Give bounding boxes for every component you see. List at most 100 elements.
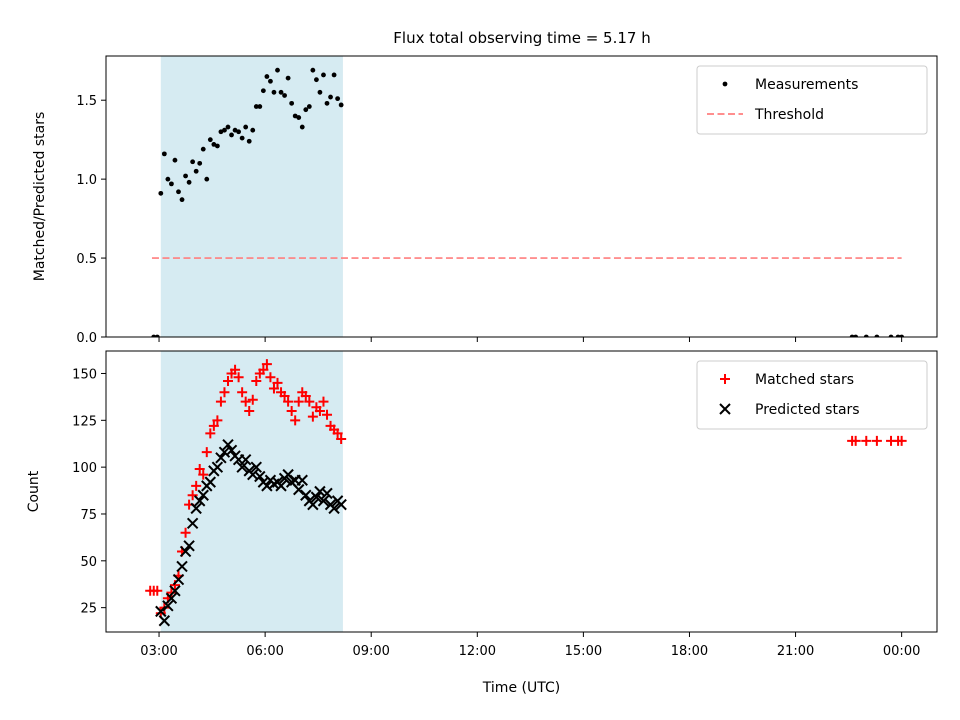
x-tick-label: 15:00 [565, 644, 602, 659]
matched-star-point [293, 396, 304, 407]
matched-star-point [332, 428, 343, 439]
predicted-star-point [314, 485, 326, 498]
matched-star-point [272, 377, 283, 388]
measurement-point [314, 77, 319, 83]
measurement-point [229, 132, 234, 138]
x-tick-label: 09:00 [352, 644, 389, 659]
measurement-point [278, 89, 284, 95]
axes-frame [105, 350, 938, 633]
measurement-point [849, 334, 855, 337]
predicted-star-point [321, 487, 333, 500]
predicted-star-point [176, 560, 188, 573]
x-tick-label: 00:00 [883, 644, 920, 659]
measurement-point [257, 104, 263, 109]
predicted-star-point [215, 452, 227, 464]
measurement-point [321, 72, 326, 78]
predicted-star-point [261, 480, 273, 492]
plot-area [151, 67, 905, 337]
measurement-point [899, 334, 905, 337]
measurement-point [299, 124, 305, 130]
y-tick-label: 150 [72, 367, 97, 382]
predicted-star-point [169, 585, 181, 597]
x-tick-label: 18:00 [671, 644, 708, 659]
measurement-point [186, 179, 192, 185]
measurement-point [183, 173, 188, 179]
measurement-point [328, 94, 333, 100]
measurement-point [222, 127, 227, 133]
y-tick-label: 1.5 [76, 94, 97, 109]
predicted-star-point [239, 453, 252, 466]
matched-star-point [233, 372, 244, 383]
measurement-point [239, 135, 245, 141]
measurement-point [335, 96, 341, 102]
legend-predicted-swatch [719, 403, 731, 415]
measurement-point [190, 159, 196, 165]
y-tick-label: 75 [80, 508, 97, 523]
legend-measurement-swatch [722, 81, 728, 87]
x-tick-label: 06:00 [246, 644, 283, 659]
legend: Matched stars Predicted stars [696, 360, 928, 430]
y-tick-label: 125 [72, 414, 97, 429]
legend-label: Matched stars [755, 372, 854, 388]
axes-frame [105, 55, 938, 338]
predicted-star-point [197, 489, 209, 501]
predicted-star-point [250, 461, 262, 473]
predicted-star-point [183, 540, 195, 552]
predicted-star-point [218, 446, 231, 458]
y-tick-label: 0.5 [76, 252, 97, 267]
predicted-star-point [158, 615, 171, 627]
matched-star-point [261, 359, 272, 370]
measurement-point [264, 74, 270, 79]
predicted-star-point [186, 517, 199, 530]
measurement-point [853, 334, 859, 337]
matched-star-point [336, 434, 347, 445]
measurement-point [289, 100, 295, 106]
matched-star-point [191, 480, 202, 491]
matched-star-point [247, 394, 258, 405]
measurement-point [863, 334, 869, 337]
predicted-star-point [317, 495, 330, 507]
x-tick-label: 12:00 [459, 644, 496, 659]
matched-star-point [300, 390, 311, 401]
matched-star-point [201, 447, 212, 458]
measurement-point [874, 334, 880, 337]
observing-span [160, 351, 343, 632]
predicted-star-point [194, 495, 206, 507]
matched-star-point [871, 435, 882, 446]
predicted-star-point [165, 592, 178, 604]
predicted-star-point [247, 468, 259, 481]
measurement-point [246, 138, 252, 144]
predicted-star-point [328, 502, 340, 515]
measurement-point [250, 127, 256, 133]
legend: Measurements Threshold [696, 65, 928, 135]
measurement-point [338, 102, 344, 108]
measurement-point [888, 334, 894, 337]
measurement-point [158, 190, 164, 196]
matched-star-point [198, 469, 209, 480]
series-predicted-stars [155, 438, 347, 627]
predicted-star-point [310, 491, 323, 503]
matched-star-point [219, 387, 230, 398]
measurement-point [260, 88, 266, 94]
measurement-point [161, 151, 167, 157]
matched-star-point [896, 435, 907, 446]
matched-star-point [212, 415, 223, 426]
predicted-star-point [172, 573, 185, 586]
predicted-star-point [254, 470, 266, 483]
matched-star-point [166, 587, 177, 598]
matched-star-point [318, 396, 329, 407]
measurement-point [154, 334, 160, 337]
predicted-star-point [225, 444, 238, 456]
x-tick-label: 21:00 [777, 644, 814, 659]
y-tick-label: 0.0 [76, 331, 97, 346]
matched-star-point [258, 364, 269, 375]
x-tick-label: 03:00 [140, 644, 177, 659]
bottom-panel: 25 50 75 100 125 150 03:00 06:00 09:00 12:00 15:00… [26, 350, 938, 696]
measurement-point [200, 146, 206, 152]
measurement-point [176, 189, 181, 195]
plot-area [145, 359, 907, 627]
measurement-point [225, 124, 231, 130]
predicted-star-point [293, 483, 305, 496]
measurement-point [303, 107, 309, 113]
measurement-point [165, 176, 171, 182]
